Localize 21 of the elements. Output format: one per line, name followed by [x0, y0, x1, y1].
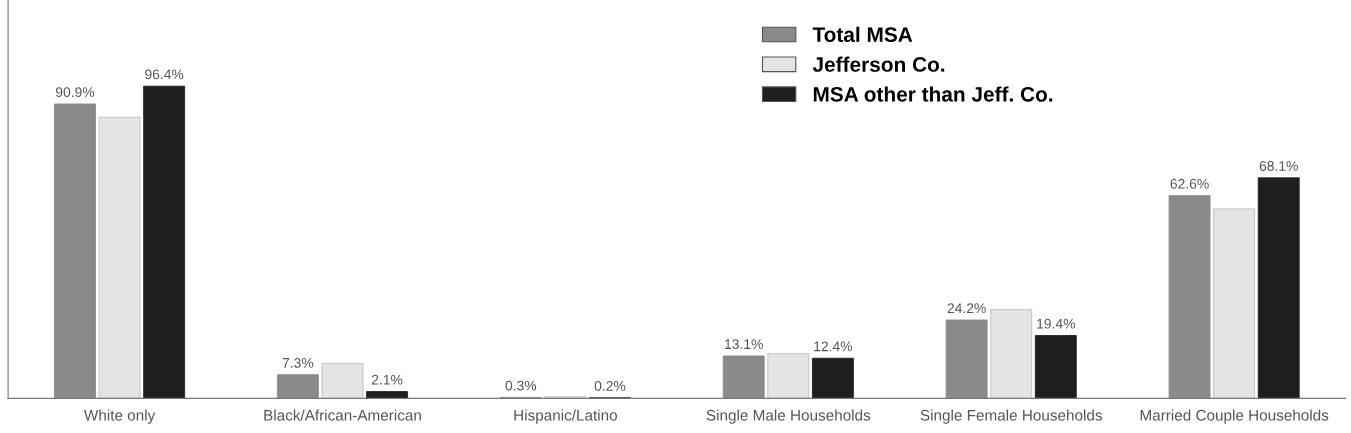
data-label: 0.3% [505, 380, 537, 391]
x-tick-label: Hispanic/Latino [514, 409, 617, 424]
data-label: 0.2% [594, 380, 626, 391]
data-label: 24.2% [947, 303, 986, 314]
x-tick-label: Single Female Households [920, 409, 1102, 424]
data-label: 7.3% [282, 357, 314, 368]
data-label: 19.4% [1037, 318, 1075, 329]
data-label: 2.1% [371, 374, 403, 385]
data-label: 68.1% [1259, 161, 1298, 171]
data-label: 12.4% [814, 341, 853, 352]
legend-label: Total MSA [812, 26, 913, 43]
legend-label: Jefferson Co. [812, 56, 945, 72]
x-tick-label: Single Male Households [706, 409, 871, 424]
legend-label: MSA other than Jeff. Co. [813, 86, 1053, 102]
x-tick-label: White only [83, 409, 156, 424]
data-label: 96.4% [145, 69, 184, 80]
data-label: 13.1% [725, 339, 763, 350]
data-label: 90.9% [55, 87, 95, 98]
x-tick-label: Married Couple Households [1140, 409, 1329, 424]
data-label: 62.6% [1170, 178, 1209, 189]
x-tick-label: Black/African-American [264, 409, 421, 421]
